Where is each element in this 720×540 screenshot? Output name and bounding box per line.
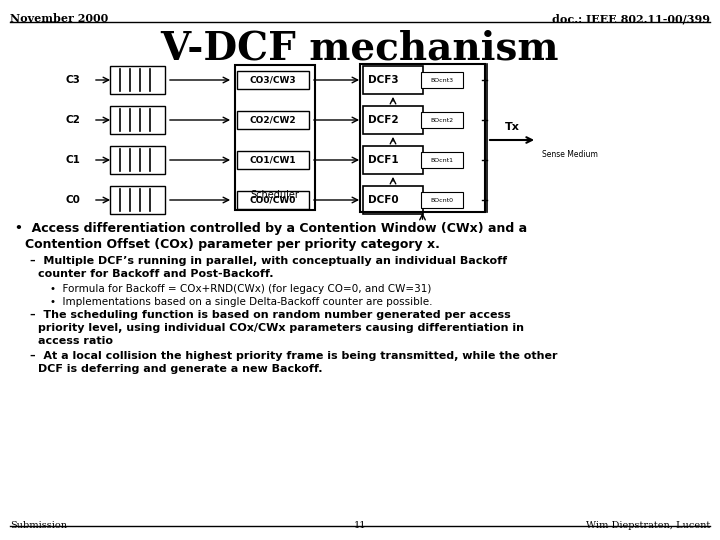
Text: BOcnt0: BOcnt0: [431, 198, 454, 202]
Text: C2: C2: [65, 115, 80, 125]
Text: BOcnt1: BOcnt1: [431, 158, 454, 163]
Text: DCF2: DCF2: [368, 115, 398, 125]
Text: •  Access differentiation controlled by a Contention Window (CWx) and a: • Access differentiation controlled by a…: [15, 222, 527, 235]
Text: Submission: Submission: [10, 521, 67, 530]
Text: Wim Diepstraten, Lucent: Wim Diepstraten, Lucent: [586, 521, 710, 530]
Text: access ratio: access ratio: [38, 336, 113, 346]
Text: CO0/CW0: CO0/CW0: [250, 195, 296, 205]
FancyBboxPatch shape: [110, 106, 165, 134]
Text: DCF3: DCF3: [368, 75, 398, 85]
FancyBboxPatch shape: [363, 186, 423, 214]
FancyBboxPatch shape: [237, 71, 309, 89]
Text: BOcnt2: BOcnt2: [431, 118, 454, 123]
FancyBboxPatch shape: [421, 112, 463, 128]
Text: •  Formula for Backoff = COx+RND(CWx) (for legacy CO=0, and CW=31): • Formula for Backoff = COx+RND(CWx) (fo…: [50, 284, 431, 294]
Text: DCF is deferring and generate a new Backoff.: DCF is deferring and generate a new Back…: [38, 364, 323, 374]
Text: –  The scheduling function is based on random number generated per access: – The scheduling function is based on ra…: [30, 310, 510, 320]
FancyBboxPatch shape: [421, 72, 463, 88]
Text: –  Multiple DCF’s running in parallel, with conceptually an individual Backoff: – Multiple DCF’s running in parallel, wi…: [30, 256, 507, 266]
FancyBboxPatch shape: [237, 191, 309, 209]
Text: Contention Offset (COx) parameter per priority category x.: Contention Offset (COx) parameter per pr…: [25, 238, 440, 251]
Text: BOcnt3: BOcnt3: [431, 78, 454, 83]
Text: CO2/CW2: CO2/CW2: [250, 116, 297, 125]
Text: DCF0: DCF0: [368, 195, 398, 205]
Text: C0: C0: [65, 195, 80, 205]
Text: 11: 11: [354, 521, 366, 530]
FancyBboxPatch shape: [110, 146, 165, 174]
FancyBboxPatch shape: [110, 66, 165, 94]
FancyBboxPatch shape: [237, 151, 309, 169]
Text: –  At a local collision the highest priority frame is being transmitted, while t: – At a local collision the highest prior…: [30, 351, 557, 361]
Text: Scheduler: Scheduler: [251, 190, 300, 200]
FancyBboxPatch shape: [237, 111, 309, 129]
Text: CO1/CW1: CO1/CW1: [250, 156, 297, 165]
Text: November 2000: November 2000: [10, 13, 108, 24]
Text: counter for Backoff and Post-Backoff.: counter for Backoff and Post-Backoff.: [38, 269, 274, 279]
Text: DCF1: DCF1: [368, 155, 398, 165]
Text: doc.: IEEE 802.11-00/399: doc.: IEEE 802.11-00/399: [552, 13, 710, 24]
FancyBboxPatch shape: [421, 192, 463, 208]
FancyBboxPatch shape: [363, 146, 423, 174]
Text: V-DCF mechanism: V-DCF mechanism: [161, 30, 559, 68]
FancyBboxPatch shape: [363, 66, 423, 94]
Text: priority level, using individual COx/CWx parameters causing differentiation in: priority level, using individual COx/CWx…: [38, 323, 524, 333]
Text: CO3/CW3: CO3/CW3: [250, 76, 297, 84]
Text: C3: C3: [65, 75, 80, 85]
Text: Sense Medium: Sense Medium: [542, 150, 598, 159]
FancyBboxPatch shape: [110, 186, 165, 214]
Text: C1: C1: [65, 155, 80, 165]
FancyBboxPatch shape: [421, 152, 463, 168]
Text: •  Implementations based on a single Delta-Backoff counter are possible.: • Implementations based on a single Delt…: [50, 297, 433, 307]
FancyBboxPatch shape: [363, 106, 423, 134]
Text: Tx: Tx: [505, 122, 519, 132]
